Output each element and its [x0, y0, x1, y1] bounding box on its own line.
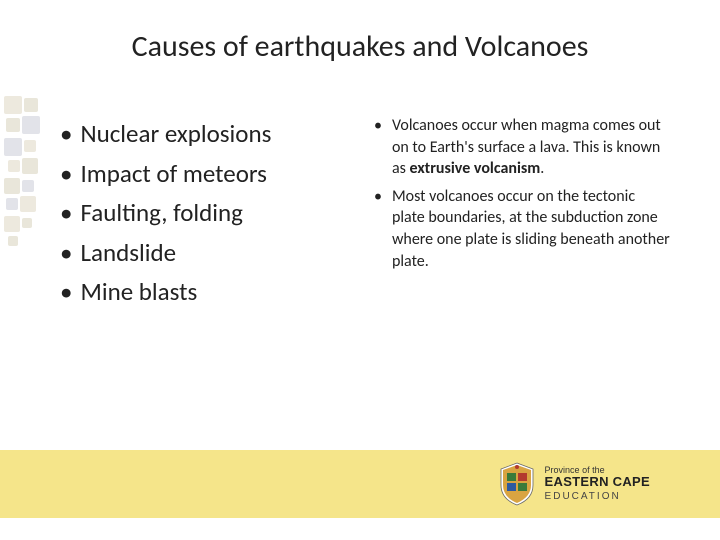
deco-square	[22, 218, 32, 228]
left-column: •Nuclear explosions•Impact of meteors•Fa…	[60, 115, 340, 313]
deco-square	[22, 158, 38, 174]
plain-text: Most volcanoes occur on the tectonic pla…	[392, 187, 670, 271]
footer-band: Province of the EASTERN CAPE EDUCATION	[0, 450, 720, 518]
deco-square	[24, 98, 38, 112]
bold-text: extrusive volcanism	[410, 159, 541, 178]
deco-square	[8, 160, 20, 172]
bullet-dot-icon: •	[374, 115, 382, 180]
bullet-dot-icon: •	[374, 186, 382, 272]
bullet-dot-icon: •	[60, 273, 72, 311]
bullet-text: Impact of meteors	[80, 155, 267, 193]
crest-icon	[497, 461, 537, 507]
deco-square	[4, 138, 22, 156]
bullet-dot-icon: •	[60, 155, 72, 193]
deco-square	[6, 118, 20, 132]
logo-line-2: EASTERN CAPE	[545, 475, 650, 489]
deco-square	[4, 216, 20, 232]
bullet-dot-icon: •	[60, 115, 72, 153]
bullet-text: Mine blasts	[80, 273, 197, 311]
logo-line-3: EDUCATION	[545, 492, 650, 503]
deco-square	[24, 140, 36, 152]
plain-text: .	[540, 159, 544, 178]
bullet-item: •Most volcanoes occur on the tectonic pl…	[370, 186, 670, 272]
bullet-item: •Volcanoes occur when magma comes out on…	[370, 115, 670, 180]
deco-square	[4, 96, 22, 114]
bullet-item: •Impact of meteors	[60, 155, 340, 193]
right-column: •Volcanoes occur when magma comes out on…	[370, 115, 680, 313]
slide: Causes of earthquakes and Volcanoes •Nuc…	[0, 0, 720, 540]
bullet-text: Most volcanoes occur on the tectonic pla…	[392, 186, 670, 272]
deco-square	[6, 198, 18, 210]
bullet-text: Nuclear explosions	[80, 115, 271, 153]
slide-title: Causes of earthquakes and Volcanoes	[40, 28, 680, 65]
bullet-item: •Faulting, folding	[60, 194, 340, 232]
bullet-item: •Landslide	[60, 234, 340, 272]
bullet-item: •Mine blasts	[60, 273, 340, 311]
logo-block: Province of the EASTERN CAPE EDUCATION	[497, 461, 650, 507]
logo-text: Province of the EASTERN CAPE EDUCATION	[545, 466, 650, 503]
bullet-dot-icon: •	[60, 194, 72, 232]
bullet-item: •Nuclear explosions	[60, 115, 340, 153]
deco-square	[22, 116, 40, 134]
deco-square	[8, 236, 18, 246]
deco-square	[20, 196, 36, 212]
deco-square	[22, 180, 34, 192]
decorative-squares	[4, 96, 46, 266]
content-columns: •Nuclear explosions•Impact of meteors•Fa…	[40, 115, 680, 313]
deco-square	[4, 178, 20, 194]
bullet-text: Faulting, folding	[80, 194, 242, 232]
bullet-dot-icon: •	[60, 234, 72, 272]
bullet-text: Volcanoes occur when magma comes out on …	[392, 115, 670, 180]
bullet-text: Landslide	[80, 234, 176, 272]
